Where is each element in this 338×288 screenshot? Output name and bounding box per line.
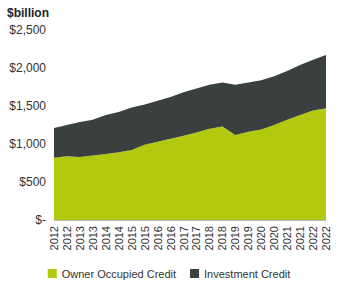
svg-text:2014: 2014 [100, 226, 112, 250]
svg-text:2012: 2012 [48, 226, 60, 250]
svg-text:2017: 2017 [178, 226, 190, 250]
svg-text:2012: 2012 [61, 226, 73, 250]
svg-text:$2,000: $2,000 [9, 61, 46, 75]
svg-text:2018: 2018 [216, 226, 228, 250]
svg-text:2014: 2014 [113, 226, 125, 250]
svg-text:2016: 2016 [165, 226, 177, 250]
svg-text:2021: 2021 [294, 226, 306, 250]
svg-text:2016: 2016 [152, 226, 164, 250]
svg-text:2018: 2018 [203, 226, 215, 250]
svg-text:$1,000: $1,000 [9, 137, 46, 151]
svg-text:2019: 2019 [229, 226, 241, 250]
svg-text:$billion: $billion [7, 6, 49, 20]
svg-text:2020: 2020 [268, 226, 280, 250]
svg-text:2017: 2017 [190, 226, 202, 250]
svg-text:$2,500: $2,500 [9, 23, 46, 37]
svg-text:2021: 2021 [281, 226, 293, 250]
svg-text:2022: 2022 [307, 226, 319, 250]
svg-text:Owner Occupied Credit: Owner Occupied Credit [62, 268, 176, 280]
svg-text:Investment Credit: Investment Credit [204, 268, 290, 280]
svg-text:2019: 2019 [242, 226, 254, 250]
svg-text:2013: 2013 [74, 226, 86, 250]
svg-text:2015: 2015 [126, 226, 138, 250]
svg-text:2015: 2015 [139, 226, 151, 250]
svg-text:2020: 2020 [255, 226, 267, 250]
svg-text:$-: $- [35, 213, 46, 227]
svg-text:$500: $500 [19, 175, 46, 189]
svg-text:2022: 2022 [320, 226, 332, 250]
svg-text:$1,500: $1,500 [9, 99, 46, 113]
svg-text:2013: 2013 [87, 226, 99, 250]
